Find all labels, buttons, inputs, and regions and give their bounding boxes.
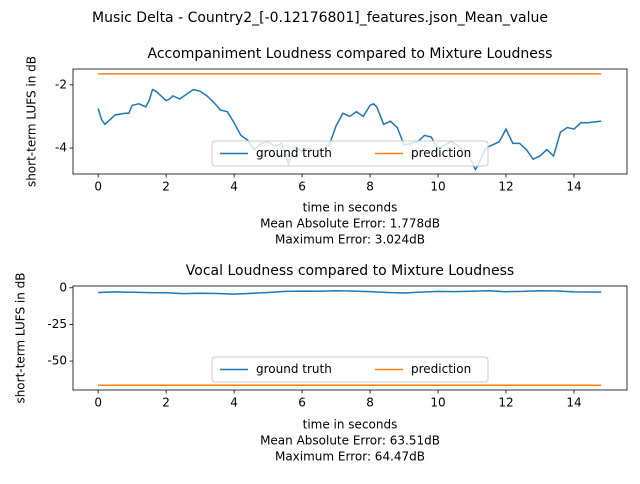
y-tick-label: 0 xyxy=(59,280,67,294)
x-tick-label: 4 xyxy=(230,396,238,410)
y-tick-label: -4 xyxy=(55,141,67,155)
annotation: Maximum Error: 64.47dB xyxy=(275,450,425,464)
x-tick-label: 0 xyxy=(94,180,102,194)
x-tick-label: 10 xyxy=(430,180,445,194)
axes-frame xyxy=(72,285,628,391)
legend-label: ground truth xyxy=(256,146,332,160)
data-line xyxy=(97,88,602,172)
x-tick-label: 8 xyxy=(366,180,374,194)
legend-label: prediction xyxy=(411,362,471,376)
annotation: Maximum Error: 3.024dB xyxy=(275,233,425,247)
data-line xyxy=(98,289,602,295)
annotation: Mean Absolute Error: 1.778dB xyxy=(260,217,440,231)
x-tick-label: 2 xyxy=(162,180,170,194)
x-tick-label: 14 xyxy=(566,396,581,410)
x-axis-label: time in seconds xyxy=(303,418,398,432)
legend-box xyxy=(211,140,489,167)
y-axis-label: short-term LUFS in dB xyxy=(25,56,39,187)
legend-label: ground truth xyxy=(256,362,332,376)
legend-box xyxy=(211,356,489,383)
figure-title: Music Delta - Country2_[-0.12176801]_fea… xyxy=(92,10,548,26)
x-axis-label: time in seconds xyxy=(303,201,398,215)
axes-title: Vocal Loudness compared to Mixture Loudn… xyxy=(186,263,514,279)
y-tick-label: -25 xyxy=(47,317,67,331)
y-axis-label: short-term LUFS in dB xyxy=(14,272,28,403)
x-tick-label: 12 xyxy=(498,396,513,410)
x-tick-label: 12 xyxy=(498,180,513,194)
legend-label: prediction xyxy=(411,146,471,160)
x-tick-label: 10 xyxy=(430,396,445,410)
x-tick-label: 0 xyxy=(94,396,102,410)
x-tick-label: 8 xyxy=(366,396,374,410)
axes-title: Accompaniment Loudness compared to Mixtu… xyxy=(148,46,553,62)
x-tick-label: 14 xyxy=(566,180,581,194)
x-tick-label: 6 xyxy=(298,396,306,410)
y-tick-label: -2 xyxy=(55,77,67,91)
x-tick-label: 4 xyxy=(230,180,238,194)
x-tick-label: 6 xyxy=(298,180,306,194)
x-tick-label: 2 xyxy=(162,396,170,410)
annotation: Mean Absolute Error: 63.51dB xyxy=(260,434,440,448)
y-tick-label: -50 xyxy=(47,354,67,368)
axes-frame xyxy=(72,68,628,175)
